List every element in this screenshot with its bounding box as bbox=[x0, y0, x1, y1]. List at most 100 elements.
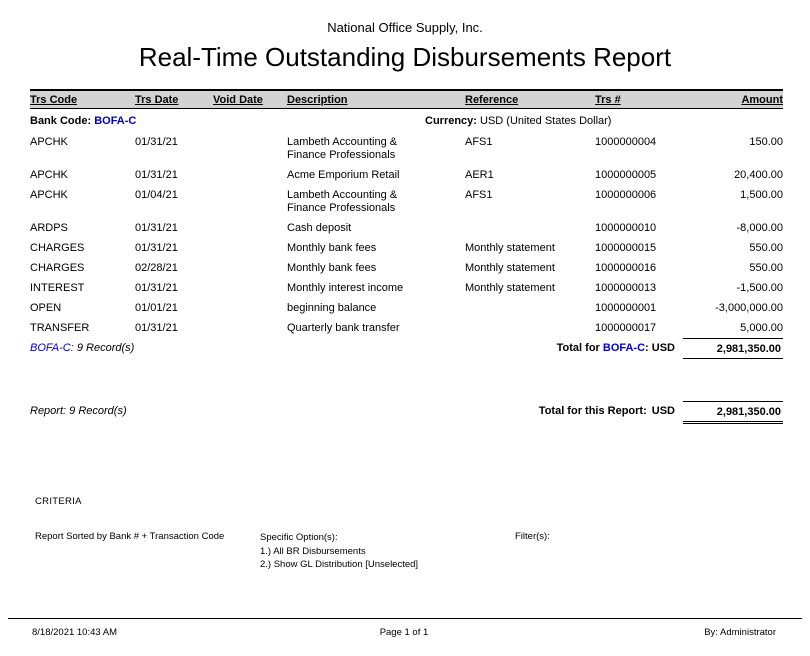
criteria-options: Specific Option(s): 1.) All BR Disbursem… bbox=[260, 531, 418, 572]
cell-trs-code: CHARGES bbox=[30, 262, 85, 274]
cell-trs-number: 1000000015 bbox=[595, 242, 657, 254]
cell-reference: Monthly statement bbox=[465, 242, 555, 254]
col-header-trs-number: Trs # bbox=[595, 94, 621, 106]
table-row: CHARGES 01/31/21 Monthly bank fees Month… bbox=[30, 238, 783, 258]
cell-void-date bbox=[213, 165, 287, 185]
group-total-amount: 2,981,350.00 bbox=[683, 338, 783, 359]
cell-reference bbox=[465, 218, 595, 238]
report-footer-line: Report: 9 Record(s) Total for this Repor… bbox=[30, 401, 783, 424]
report-record-count: Report: 9 Record(s) bbox=[30, 405, 127, 417]
criteria-heading: CRITERIA bbox=[35, 496, 82, 507]
cell-void-date bbox=[213, 258, 287, 278]
cell-trs-code: APCHK bbox=[30, 189, 68, 201]
cell-amount: 5,000.00 bbox=[740, 322, 783, 334]
cell-void-date bbox=[213, 298, 287, 318]
cell-description: Monthly bank fees bbox=[287, 242, 377, 254]
cell-trs-number: 1000000005 bbox=[595, 169, 657, 181]
cell-trs-number: 1000000016 bbox=[595, 262, 657, 274]
group-record-count-text: 9 Record(s) bbox=[76, 342, 135, 354]
group-bank-code-link[interactable]: BOFA-C: bbox=[30, 342, 74, 354]
cell-amount: -3,000,000.00 bbox=[715, 302, 783, 314]
criteria-section: CRITERIA Report Sorted by Bank # + Trans… bbox=[35, 496, 810, 581]
cell-trs-number: 1000000010 bbox=[595, 222, 657, 234]
cell-trs-date: 01/01/21 bbox=[135, 302, 178, 314]
table-row: APCHK 01/31/21 Lambeth Accounting & Fina… bbox=[30, 132, 783, 165]
criteria-filters-label: Filter(s): bbox=[515, 531, 550, 542]
cell-trs-code: APCHK bbox=[30, 169, 68, 181]
report-table-body: Bank Code: BOFA-C Currency: USD (United … bbox=[30, 109, 783, 339]
table-row: TRANSFER 01/31/21 Quarterly bank transfe… bbox=[30, 318, 783, 338]
cell-description: beginning balance bbox=[287, 302, 377, 314]
col-header-void-date: Void Date bbox=[213, 94, 263, 106]
cell-reference: AER1 bbox=[465, 169, 494, 181]
footer-page-number: Page 1 of 1 bbox=[379, 627, 429, 638]
cell-amount: 1,500.00 bbox=[740, 189, 783, 201]
cell-void-date bbox=[213, 318, 287, 338]
bank-code-link[interactable]: BOFA-C bbox=[94, 115, 137, 127]
col-header-amount: Amount bbox=[741, 94, 783, 106]
cell-description: Lambeth Accounting & Finance Professiona… bbox=[287, 189, 398, 214]
cell-trs-date: 01/31/21 bbox=[135, 169, 178, 181]
cell-trs-date: 01/31/21 bbox=[135, 136, 178, 148]
cell-amount: 20,400.00 bbox=[734, 169, 783, 181]
cell-trs-code: INTEREST bbox=[30, 282, 85, 294]
cell-description: Monthly bank fees bbox=[287, 262, 377, 274]
cell-trs-number: 1000000013 bbox=[595, 282, 657, 294]
cell-trs-code: APCHK bbox=[30, 136, 68, 148]
footer-user: By: Administrator bbox=[704, 627, 776, 638]
table-row: APCHK 01/04/21 Lambeth Accounting & Fina… bbox=[30, 185, 783, 218]
cell-trs-code: TRANSFER bbox=[30, 322, 90, 334]
report-total-amount: 2,981,350.00 bbox=[683, 401, 783, 424]
currency-value: USD (United States Dollar) bbox=[480, 115, 612, 127]
criteria-options-label: Specific Option(s): bbox=[260, 532, 338, 543]
company-name: National Office Supply, Inc. bbox=[327, 20, 483, 35]
cell-reference: AFS1 bbox=[465, 189, 493, 201]
col-header-trs-date: Trs Date bbox=[135, 94, 179, 106]
cell-void-date bbox=[213, 185, 287, 218]
report-table: Trs Code Trs Date Void Date Description … bbox=[30, 89, 783, 338]
cell-description: Cash deposit bbox=[287, 222, 352, 234]
page-footer: 8/18/2021 10:43 AM Page 1 of 1 By: Admin… bbox=[8, 618, 802, 638]
criteria-option-1: 1.) All BR Disbursements bbox=[260, 545, 366, 557]
group-total-bank-code-link[interactable]: BOFA-C bbox=[602, 342, 646, 354]
table-row: ARDPS 01/31/21 Cash deposit 1000000010 -… bbox=[30, 218, 783, 238]
col-header-description: Description bbox=[287, 94, 348, 106]
report-page: National Office Supply, Inc. Real-Time O… bbox=[8, 20, 810, 638]
bank-code-cell: Bank Code: BOFA-C bbox=[30, 109, 287, 133]
cell-trs-date: 01/31/21 bbox=[135, 242, 178, 254]
cell-trs-date: 01/31/21 bbox=[135, 222, 178, 234]
bank-code-label: Bank Code: bbox=[30, 115, 92, 127]
group-header-row: Bank Code: BOFA-C Currency: USD (United … bbox=[30, 109, 783, 133]
cell-trs-code: OPEN bbox=[30, 302, 62, 314]
currency-label: Currency: bbox=[425, 115, 477, 127]
report-title: Real-Time Outstanding Disbursements Repo… bbox=[138, 42, 672, 72]
col-header-reference: Reference bbox=[465, 94, 519, 106]
cell-amount: 550.00 bbox=[749, 262, 783, 274]
cell-trs-number: 1000000006 bbox=[595, 189, 657, 201]
cell-amount: 150.00 bbox=[749, 136, 783, 148]
cell-trs-date: 01/31/21 bbox=[135, 322, 178, 334]
cell-amount: -1,500.00 bbox=[736, 282, 783, 294]
cell-void-date bbox=[213, 132, 287, 165]
cell-description: Monthly interest income bbox=[287, 282, 404, 294]
cell-trs-code: CHARGES bbox=[30, 242, 85, 254]
group-footer-line: BOFA-C: 9 Record(s) Total for BOFA-C: US… bbox=[30, 338, 783, 359]
cell-reference: AFS1 bbox=[465, 136, 493, 148]
cell-trs-date: 01/04/21 bbox=[135, 189, 178, 201]
cell-trs-number: 1000000004 bbox=[595, 136, 657, 148]
cell-trs-number: 1000000017 bbox=[595, 322, 657, 334]
cell-reference bbox=[465, 318, 595, 338]
cell-reference bbox=[465, 298, 595, 318]
table-row: APCHK 01/31/21 Acme Emporium Retail AER1… bbox=[30, 165, 783, 185]
cell-description: Quarterly bank transfer bbox=[287, 322, 400, 334]
table-row: OPEN 01/01/21 beginning balance 10000000… bbox=[30, 298, 783, 318]
table-row: CHARGES 02/28/21 Monthly bank fees Month… bbox=[30, 258, 783, 278]
col-header-trs-code: Trs Code bbox=[30, 94, 78, 106]
criteria-option-2: 2.) Show GL Distribution [Unselected] bbox=[260, 559, 419, 570]
cell-reference: Monthly statement bbox=[465, 282, 555, 294]
report-total-label: Total for this Report: USD bbox=[538, 405, 675, 417]
cell-reference: Monthly statement bbox=[465, 262, 555, 274]
footer-datetime: 8/18/2021 10:43 AM bbox=[32, 627, 118, 638]
table-header-row: Trs Code Trs Date Void Date Description … bbox=[30, 90, 783, 109]
cell-amount: 550.00 bbox=[749, 242, 783, 254]
